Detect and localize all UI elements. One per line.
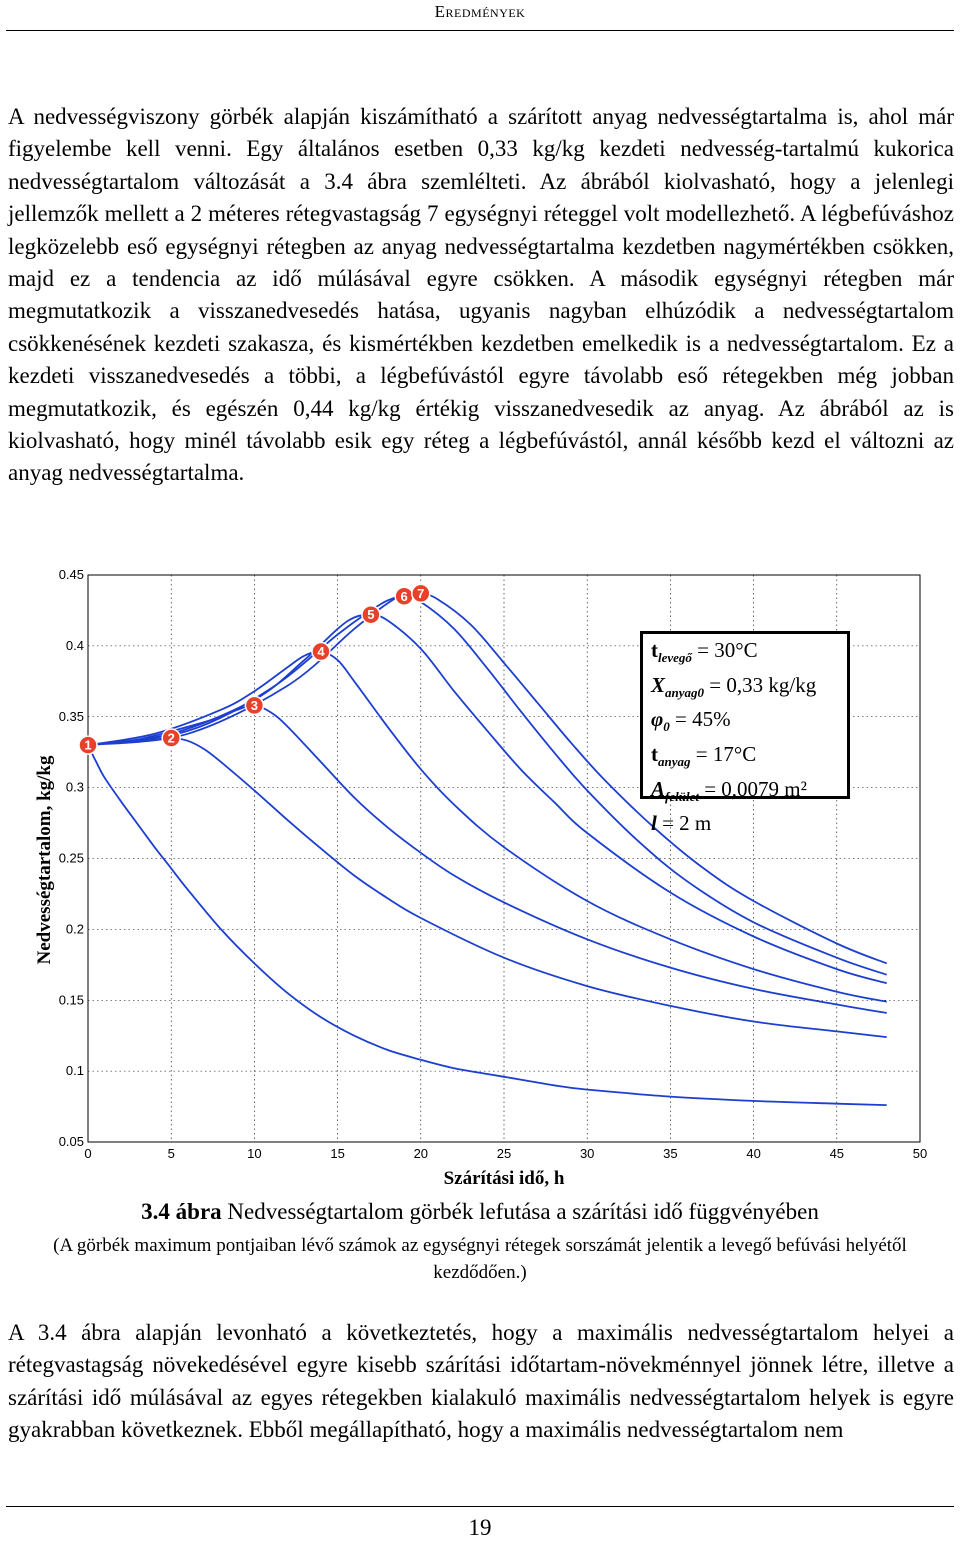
marker-circle bbox=[244, 695, 265, 716]
parameter-symbol: t bbox=[651, 638, 658, 662]
y-tick-label: 0.2 bbox=[66, 921, 84, 936]
y-tick-label: 0.1 bbox=[66, 1063, 84, 1078]
marker-label: 4 bbox=[317, 644, 325, 659]
y-tick-label: 0.4 bbox=[66, 638, 84, 653]
figure-number: 3.4 ábra bbox=[141, 1199, 222, 1224]
x-tick-label: 45 bbox=[830, 1146, 844, 1161]
figure-caption-note: (A görbék maximum pontjaiban lévő számok… bbox=[53, 1235, 907, 1283]
layer-marker-6: 6 bbox=[394, 586, 414, 607]
x-tick-labels: 0 5 10 15 20 25 30 35 40 45 50 bbox=[84, 1146, 927, 1161]
parameter-subscript: anyag0 bbox=[665, 684, 705, 700]
running-header: Eredmények bbox=[434, 2, 526, 21]
layer-marker-3: 3 bbox=[244, 695, 265, 716]
parameter-subscript: anyag bbox=[658, 754, 691, 770]
parameter-subscript: levegő bbox=[658, 650, 692, 666]
marker-circle bbox=[411, 583, 431, 604]
parameter-row: φ0 = 45% bbox=[651, 706, 847, 741]
parameter-symbol: φ bbox=[651, 707, 664, 732]
x-tick-label: 35 bbox=[663, 1146, 677, 1161]
y-tick-label: 0.25 bbox=[59, 851, 84, 866]
parameter-value: = 0,0079 m² bbox=[698, 776, 807, 801]
body-paragraph-1: A nedvességviszony görbék alapján kiszám… bbox=[8, 104, 954, 486]
parameter-row: Xanyag0 = 0,33 kg/kg bbox=[651, 672, 847, 707]
x-tick-label: 50 bbox=[913, 1146, 927, 1161]
y-tick-label: 0.05 bbox=[59, 1134, 84, 1149]
marker-label: 6 bbox=[401, 589, 408, 604]
series-line-1 bbox=[87, 744, 887, 1106]
x-axis-label: Szárítási idő, h bbox=[444, 1168, 565, 1189]
marker-circle bbox=[78, 735, 98, 755]
marker-label: 2 bbox=[168, 731, 175, 746]
parameter-row: Afelület = 0,0079 m² bbox=[651, 776, 847, 811]
marker-circle bbox=[161, 728, 181, 748]
marker-circle bbox=[361, 604, 381, 625]
parameter-value: = 0,33 kg/kg bbox=[704, 672, 817, 697]
y-tick-label: 0.35 bbox=[59, 709, 84, 724]
x-tick-label: 10 bbox=[247, 1146, 261, 1161]
parameter-symbol: X bbox=[651, 672, 666, 697]
y-tick-label: 0.3 bbox=[66, 780, 84, 795]
page-number: 19 bbox=[468, 1515, 492, 1540]
series-line-6 bbox=[87, 595, 887, 976]
y-tick-label: 0.45 bbox=[59, 567, 84, 582]
parameter-symbol: t bbox=[651, 742, 658, 767]
layer-marker-4: 4 bbox=[311, 641, 331, 662]
x-tick-label: 15 bbox=[330, 1146, 344, 1161]
x-tick-label: 0 bbox=[84, 1146, 91, 1161]
parameter-value: = 2 m bbox=[656, 811, 712, 836]
x-tick-label: 25 bbox=[497, 1146, 511, 1161]
parameter-subscript: felület bbox=[665, 788, 699, 804]
y-tick-label: 0.15 bbox=[59, 992, 84, 1007]
layer-marker-2: 2 bbox=[161, 728, 181, 748]
parameter-row: tlevegő = 30°C bbox=[651, 637, 847, 672]
footer-divider bbox=[6, 1506, 954, 1507]
parameter-value: = 45% bbox=[669, 707, 731, 732]
marker-label: 3 bbox=[251, 698, 258, 713]
figure-caption-text: Nedvességtartalom görbék lefutása a szár… bbox=[227, 1199, 819, 1224]
series-line-7 bbox=[87, 592, 888, 965]
layer-markers: 1 2 3 4 5 6 7 bbox=[78, 583, 431, 755]
layer-marker-1: 1 bbox=[78, 735, 98, 755]
parameter-value: = 17°C bbox=[690, 742, 757, 767]
parameter-subscript: 0 bbox=[663, 719, 670, 735]
layer-marker-5: 5 bbox=[361, 604, 381, 625]
header-divider bbox=[6, 30, 954, 31]
y-axis-label: Nedvességtartalom, kg/kg bbox=[34, 755, 55, 964]
x-tick-label: 20 bbox=[414, 1146, 428, 1161]
marker-circle bbox=[311, 641, 331, 662]
marker-label: 7 bbox=[417, 586, 424, 601]
marker-label: 5 bbox=[367, 607, 374, 622]
parameter-symbol: A bbox=[651, 776, 666, 801]
parameter-value: = 30°C bbox=[691, 638, 758, 662]
y-tick-labels: 0.05 0.1 0.15 0.2 0.25 0.3 0.35 0.4 0.45 bbox=[59, 567, 84, 1149]
x-tick-label: 5 bbox=[168, 1146, 175, 1161]
parameter-symbol: l bbox=[651, 811, 657, 836]
parameter-row: tanyag = 17°C bbox=[651, 741, 847, 776]
figure-caption: 3.4 ábra Nedvességtartalom görbék lefutá… bbox=[20, 1199, 940, 1225]
x-tick-label: 30 bbox=[580, 1146, 594, 1161]
parameter-row: l = 2 m bbox=[651, 810, 847, 838]
parameter-box: tlevegő = 30°C Xanyag0 = 0,33 kg/kg φ0 = 4… bbox=[640, 631, 850, 835]
x-tick-label: 40 bbox=[746, 1146, 760, 1161]
layer-marker-7: 7 bbox=[411, 583, 431, 604]
series-line-4 bbox=[87, 650, 887, 1003]
marker-label: 1 bbox=[84, 738, 91, 753]
body-paragraph-2: A 3.4 ábra alapján levonható a következt… bbox=[8, 1320, 954, 1443]
